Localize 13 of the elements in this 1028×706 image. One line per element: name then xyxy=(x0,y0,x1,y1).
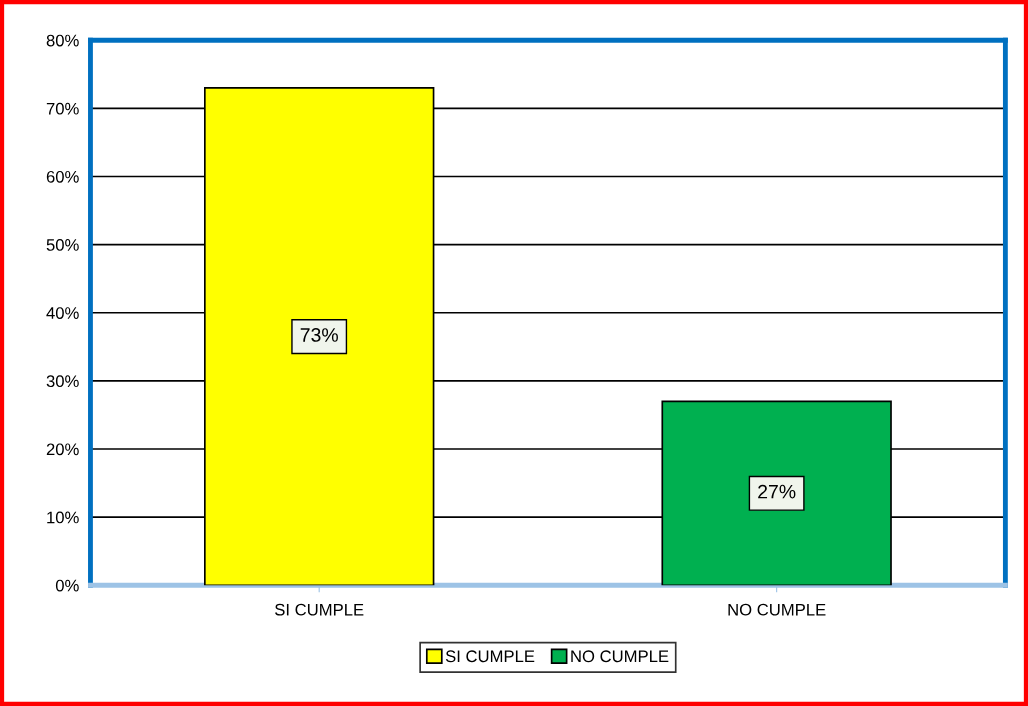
y-tick-label: 0% xyxy=(55,579,79,592)
data-label: 73% xyxy=(300,328,338,342)
y-tick-label: 10% xyxy=(47,511,79,524)
y-tick-label: 70% xyxy=(46,102,79,115)
y-tick-label: 80% xyxy=(46,34,79,47)
y-tick-label: 20% xyxy=(46,443,79,456)
y-tick-label: 50% xyxy=(46,239,79,251)
y-tick-label: 60% xyxy=(46,170,79,183)
data-label: 27% xyxy=(758,484,796,499)
legend-label: NO CUMPLE xyxy=(571,650,669,663)
legend-label: SI CUMPLE xyxy=(445,650,535,663)
y-tick-label: 30% xyxy=(46,375,79,388)
y-tick-label: 40% xyxy=(46,307,79,319)
